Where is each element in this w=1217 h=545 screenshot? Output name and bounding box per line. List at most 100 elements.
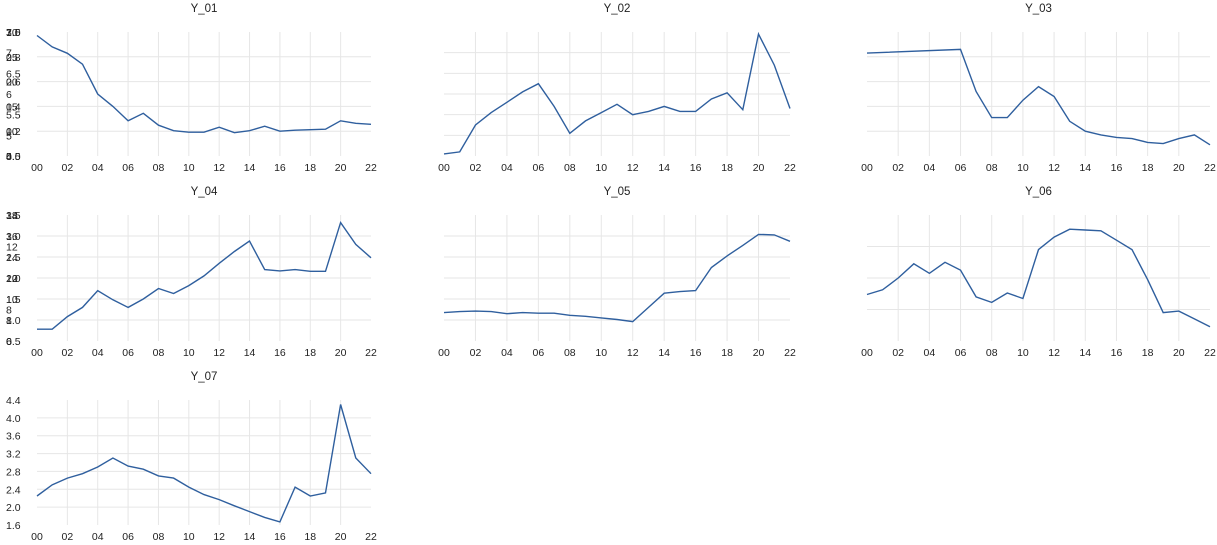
y-tick-label: 12 xyxy=(6,273,18,285)
x-tick-label: 06 xyxy=(122,347,134,359)
x-tick-label: 00 xyxy=(438,162,450,174)
y-tick-label: 4.4 xyxy=(6,395,21,407)
y-tick-label: 0.6 xyxy=(6,77,21,89)
x-tick-label: 08 xyxy=(153,347,165,359)
y-tick-label: 10 xyxy=(6,294,18,306)
x-tick-label: 14 xyxy=(1079,162,1091,174)
x-tick-label: 16 xyxy=(1111,347,1123,359)
chart-title: Y_05 xyxy=(604,186,631,198)
x-tick-label: 00 xyxy=(438,347,450,359)
x-tick-label: 08 xyxy=(153,531,165,543)
x-tick-label: 12 xyxy=(1048,162,1060,174)
y-tick-label: 0.8 xyxy=(6,52,21,64)
x-tick-label: 16 xyxy=(1111,162,1123,174)
chart-panel-7: Y_07 1.6 2.0 2.4 2.8 3.2 3.6 4.0 4.4 00 02 04 06 08 10… xyxy=(6,371,377,543)
y-tick-label: 0.5 xyxy=(6,336,21,348)
x-tick-label: 08 xyxy=(564,347,576,359)
x-tick-label: 16 xyxy=(690,162,702,174)
x-tick-label: 06 xyxy=(955,347,967,359)
x-tick-label: 20 xyxy=(1173,347,1185,359)
y-tick-label: 8 xyxy=(6,305,12,317)
x-tick-label: 02 xyxy=(892,347,904,359)
x-tick-label: 04 xyxy=(501,347,513,359)
x-tick-label: 08 xyxy=(986,162,998,174)
x-tick-label: 04 xyxy=(924,162,936,174)
x-tick-label: 00 xyxy=(31,531,43,543)
x-tick-label: 20 xyxy=(1173,162,1185,174)
series-line xyxy=(866,48,1211,146)
y-tick-label: 6 xyxy=(6,89,12,101)
x-tick-label: 12 xyxy=(213,162,225,174)
x-tick-label: 00 xyxy=(31,347,43,359)
series-line xyxy=(866,228,1211,328)
y-tick-label: 6 xyxy=(6,336,12,348)
chart-title: Y_07 xyxy=(191,371,218,383)
y-tick-label: 2.8 xyxy=(6,466,21,478)
x-tick-label: 14 xyxy=(1079,347,1091,359)
y-tick-label: 8 xyxy=(6,315,12,327)
y-tick-label: 0.2 xyxy=(6,126,21,138)
x-tick-label: 04 xyxy=(92,347,104,359)
y-tick-label: 1.0 xyxy=(6,315,21,327)
y-tick-label: 16 xyxy=(6,231,18,243)
y-tick-label: 5.5 xyxy=(6,110,21,122)
x-tick-label: 10 xyxy=(183,531,195,543)
y-tick-label: 7.5 xyxy=(6,27,21,39)
x-tick-label: 10 xyxy=(183,347,195,359)
x-tick-label: 14 xyxy=(244,162,256,174)
y-tick-label: 30 xyxy=(6,27,18,39)
x-tick-label: 18 xyxy=(721,162,733,174)
chart-title: Y_06 xyxy=(1025,186,1052,198)
y-tick-label: 2.0 xyxy=(6,273,21,285)
x-tick-label: 20 xyxy=(335,162,347,174)
x-tick-label: 16 xyxy=(274,162,286,174)
chart-title: Y_01 xyxy=(191,3,218,15)
y-tick-label: 6 xyxy=(6,336,12,348)
chart-panel-2: Y_024.555.566.577.500 02 04 06 08 10 12 14 16 18 2… xyxy=(6,3,796,174)
y-tick-label: 3.0 xyxy=(6,231,21,243)
x-tick-label: 16 xyxy=(690,347,702,359)
x-tick-label: 20 xyxy=(753,162,765,174)
y-tick-label: 2.4 xyxy=(6,484,21,496)
y-tick-label: 4.5 xyxy=(6,151,21,163)
series-line xyxy=(443,233,791,323)
x-tick-label: 02 xyxy=(62,162,74,174)
x-tick-label: 14 xyxy=(658,162,670,174)
x-tick-label: 18 xyxy=(304,531,316,543)
x-tick-label: 06 xyxy=(122,531,134,543)
x-tick-label: 06 xyxy=(122,162,134,174)
y-tick-label: 6.5 xyxy=(6,68,21,80)
y-tick-label: 15 xyxy=(6,101,18,113)
x-tick-label: 02 xyxy=(62,531,74,543)
y-tick-label: 1.6 xyxy=(6,520,21,532)
y-tick-label: 5 xyxy=(6,130,12,142)
x-tick-label: 22 xyxy=(1204,162,1216,174)
chart-panel-4: Y_040.51.01.52.02.53.03.500 02 04 06 08 10 12 1… xyxy=(6,186,377,359)
x-tick-label: 02 xyxy=(470,162,482,174)
x-tick-label: 22 xyxy=(1204,347,1216,359)
x-tick-label: 10 xyxy=(595,162,607,174)
y-tick-label: 14 xyxy=(6,252,18,264)
x-tick-label: 10 xyxy=(1017,347,1029,359)
x-tick-label: 12 xyxy=(627,347,639,359)
y-tick-label: 3.5 xyxy=(6,210,21,222)
chart-title: Y_04 xyxy=(191,186,218,198)
x-tick-label: 02 xyxy=(62,347,74,359)
series-line xyxy=(443,32,791,155)
y-tick-label: 14 xyxy=(6,210,18,222)
x-tick-label: 20 xyxy=(335,531,347,543)
chart-title: Y_02 xyxy=(604,3,631,15)
x-tick-label: 14 xyxy=(658,347,670,359)
x-tick-label: 02 xyxy=(892,162,904,174)
series-line xyxy=(37,221,372,330)
y-tick-label: 20 xyxy=(6,77,18,89)
x-tick-label: 18 xyxy=(1142,162,1154,174)
y-tick-label: 1.5 xyxy=(6,294,21,306)
x-tick-label: 08 xyxy=(153,162,165,174)
x-tick-label: 20 xyxy=(753,347,765,359)
y-tick-label: 10 xyxy=(6,126,18,138)
